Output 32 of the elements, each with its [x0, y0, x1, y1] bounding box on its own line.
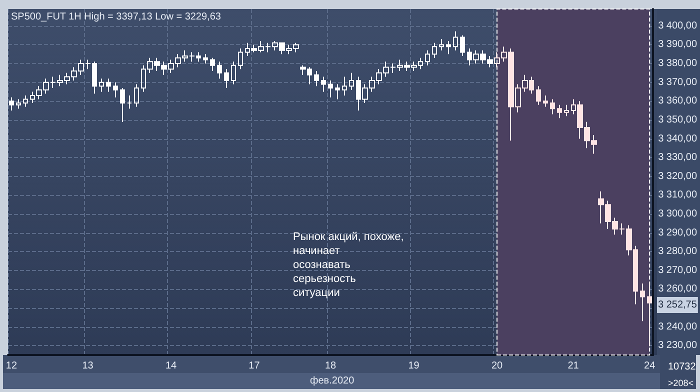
y-tick-label: 3 390,00: [658, 39, 698, 50]
y-tick-label: 3 400,00: [658, 20, 698, 32]
x-tick-label: 21: [568, 360, 580, 372]
y-tick-label: 3 370,00: [658, 76, 698, 88]
x-tick-label: 17: [248, 360, 260, 372]
x-axis-title: фев.2020: [310, 376, 355, 386]
x-tick-label: 13: [82, 360, 94, 372]
text: >208<: [668, 378, 694, 388]
text: 10732: [668, 362, 696, 372]
y-tick-label: 3 310,00: [658, 190, 698, 201]
y-tick-label: 3 300,00: [658, 208, 698, 220]
y-tick-label: 3 340,00: [658, 133, 698, 144]
y-tick-label: 3 280,00: [658, 246, 698, 258]
y-tick-label: 3 380,00: [658, 58, 698, 70]
y-tick-label: 3 290,00: [658, 227, 698, 238]
y-tick-label: 3 360,00: [658, 96, 698, 107]
x-tick-label: 14: [165, 360, 177, 372]
y-tick-label: 3 350,00: [658, 114, 698, 126]
y-tick-label: 3 230,00: [658, 340, 698, 352]
x-tick-label: 20: [491, 360, 504, 372]
y-tick-label: 3 240,00: [658, 321, 698, 332]
annotation: Рынок акций, похоже, начинает осознавать серьезность ситуации: [293, 231, 407, 299]
chart-title: SP500_FUT 1H High = 3397,13 Low = 3229,63: [11, 12, 222, 22]
text: 3 252,75: [658, 300, 698, 310]
x-tick-label: 12: [6, 360, 18, 372]
y-tick-label: 3 270,00: [658, 264, 698, 276]
y-tick-label: 3 320,00: [658, 170, 698, 182]
y-tick-label: 3 330,00: [658, 152, 698, 164]
y-tick-label: 3 260,00: [658, 284, 698, 295]
x-tick-label: 18: [324, 360, 337, 372]
x-tick-label: 19: [408, 360, 420, 372]
x-tick-label: 24: [644, 360, 656, 372]
